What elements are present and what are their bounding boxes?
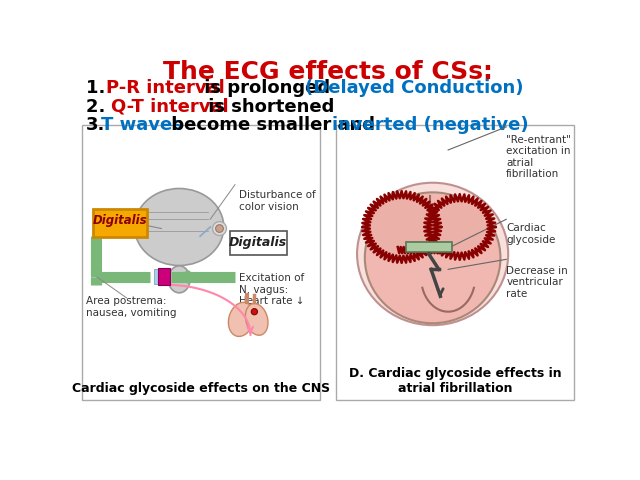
Bar — [336, 125, 575, 400]
Bar — [406, 242, 452, 252]
Text: Digitalis: Digitalis — [93, 215, 148, 228]
Text: become smaller and: become smaller and — [164, 116, 381, 134]
Text: Disturbance of
color vision: Disturbance of color vision — [239, 190, 316, 212]
Text: inverted (negative): inverted (negative) — [332, 116, 529, 134]
Text: D. Cardiac glycoside effects in
atrial fibrillation: D. Cardiac glycoside effects in atrial f… — [349, 367, 561, 395]
Text: Area postrema:
nausea, vomiting: Area postrema: nausea, vomiting — [86, 296, 177, 318]
Text: 1.: 1. — [86, 79, 112, 97]
Text: 3.: 3. — [86, 116, 106, 134]
Text: (Delayed Conduction): (Delayed Conduction) — [305, 79, 524, 97]
Ellipse shape — [357, 183, 508, 325]
Text: 2.: 2. — [86, 97, 118, 116]
Text: T waves: T waves — [101, 116, 183, 134]
Ellipse shape — [228, 302, 254, 336]
Text: "Re-entrant"
excitation in
atrial
fibrillation: "Re-entrant" excitation in atrial fibril… — [506, 134, 571, 180]
Bar — [81, 125, 320, 400]
Ellipse shape — [168, 266, 190, 293]
Circle shape — [212, 222, 227, 236]
FancyBboxPatch shape — [93, 209, 147, 237]
Text: is prolonged: is prolonged — [198, 79, 337, 97]
Circle shape — [252, 309, 257, 315]
FancyBboxPatch shape — [230, 231, 287, 255]
Ellipse shape — [367, 196, 436, 258]
Text: P-R interval: P-R interval — [106, 79, 225, 97]
Ellipse shape — [245, 303, 268, 335]
Bar — [154, 269, 159, 284]
Circle shape — [216, 225, 223, 232]
Text: Decrease in
ventricular
rate: Decrease in ventricular rate — [506, 265, 568, 299]
Ellipse shape — [134, 189, 224, 265]
Bar — [157, 268, 170, 285]
Text: The ECG effects of CSs:: The ECG effects of CSs: — [163, 60, 493, 84]
Text: is shortened: is shortened — [202, 97, 335, 116]
Ellipse shape — [365, 192, 500, 323]
Text: Cardiac glycoside effects on the CNS: Cardiac glycoside effects on the CNS — [72, 382, 330, 395]
Text: Cardiac
glycoside: Cardiac glycoside — [506, 223, 556, 245]
Ellipse shape — [429, 198, 491, 256]
Text: Digitalis: Digitalis — [229, 236, 287, 249]
Text: Excitation of
N. vagus:
Heart rate ↓: Excitation of N. vagus: Heart rate ↓ — [239, 273, 305, 306]
Text: Q-T interval: Q-T interval — [111, 97, 228, 116]
